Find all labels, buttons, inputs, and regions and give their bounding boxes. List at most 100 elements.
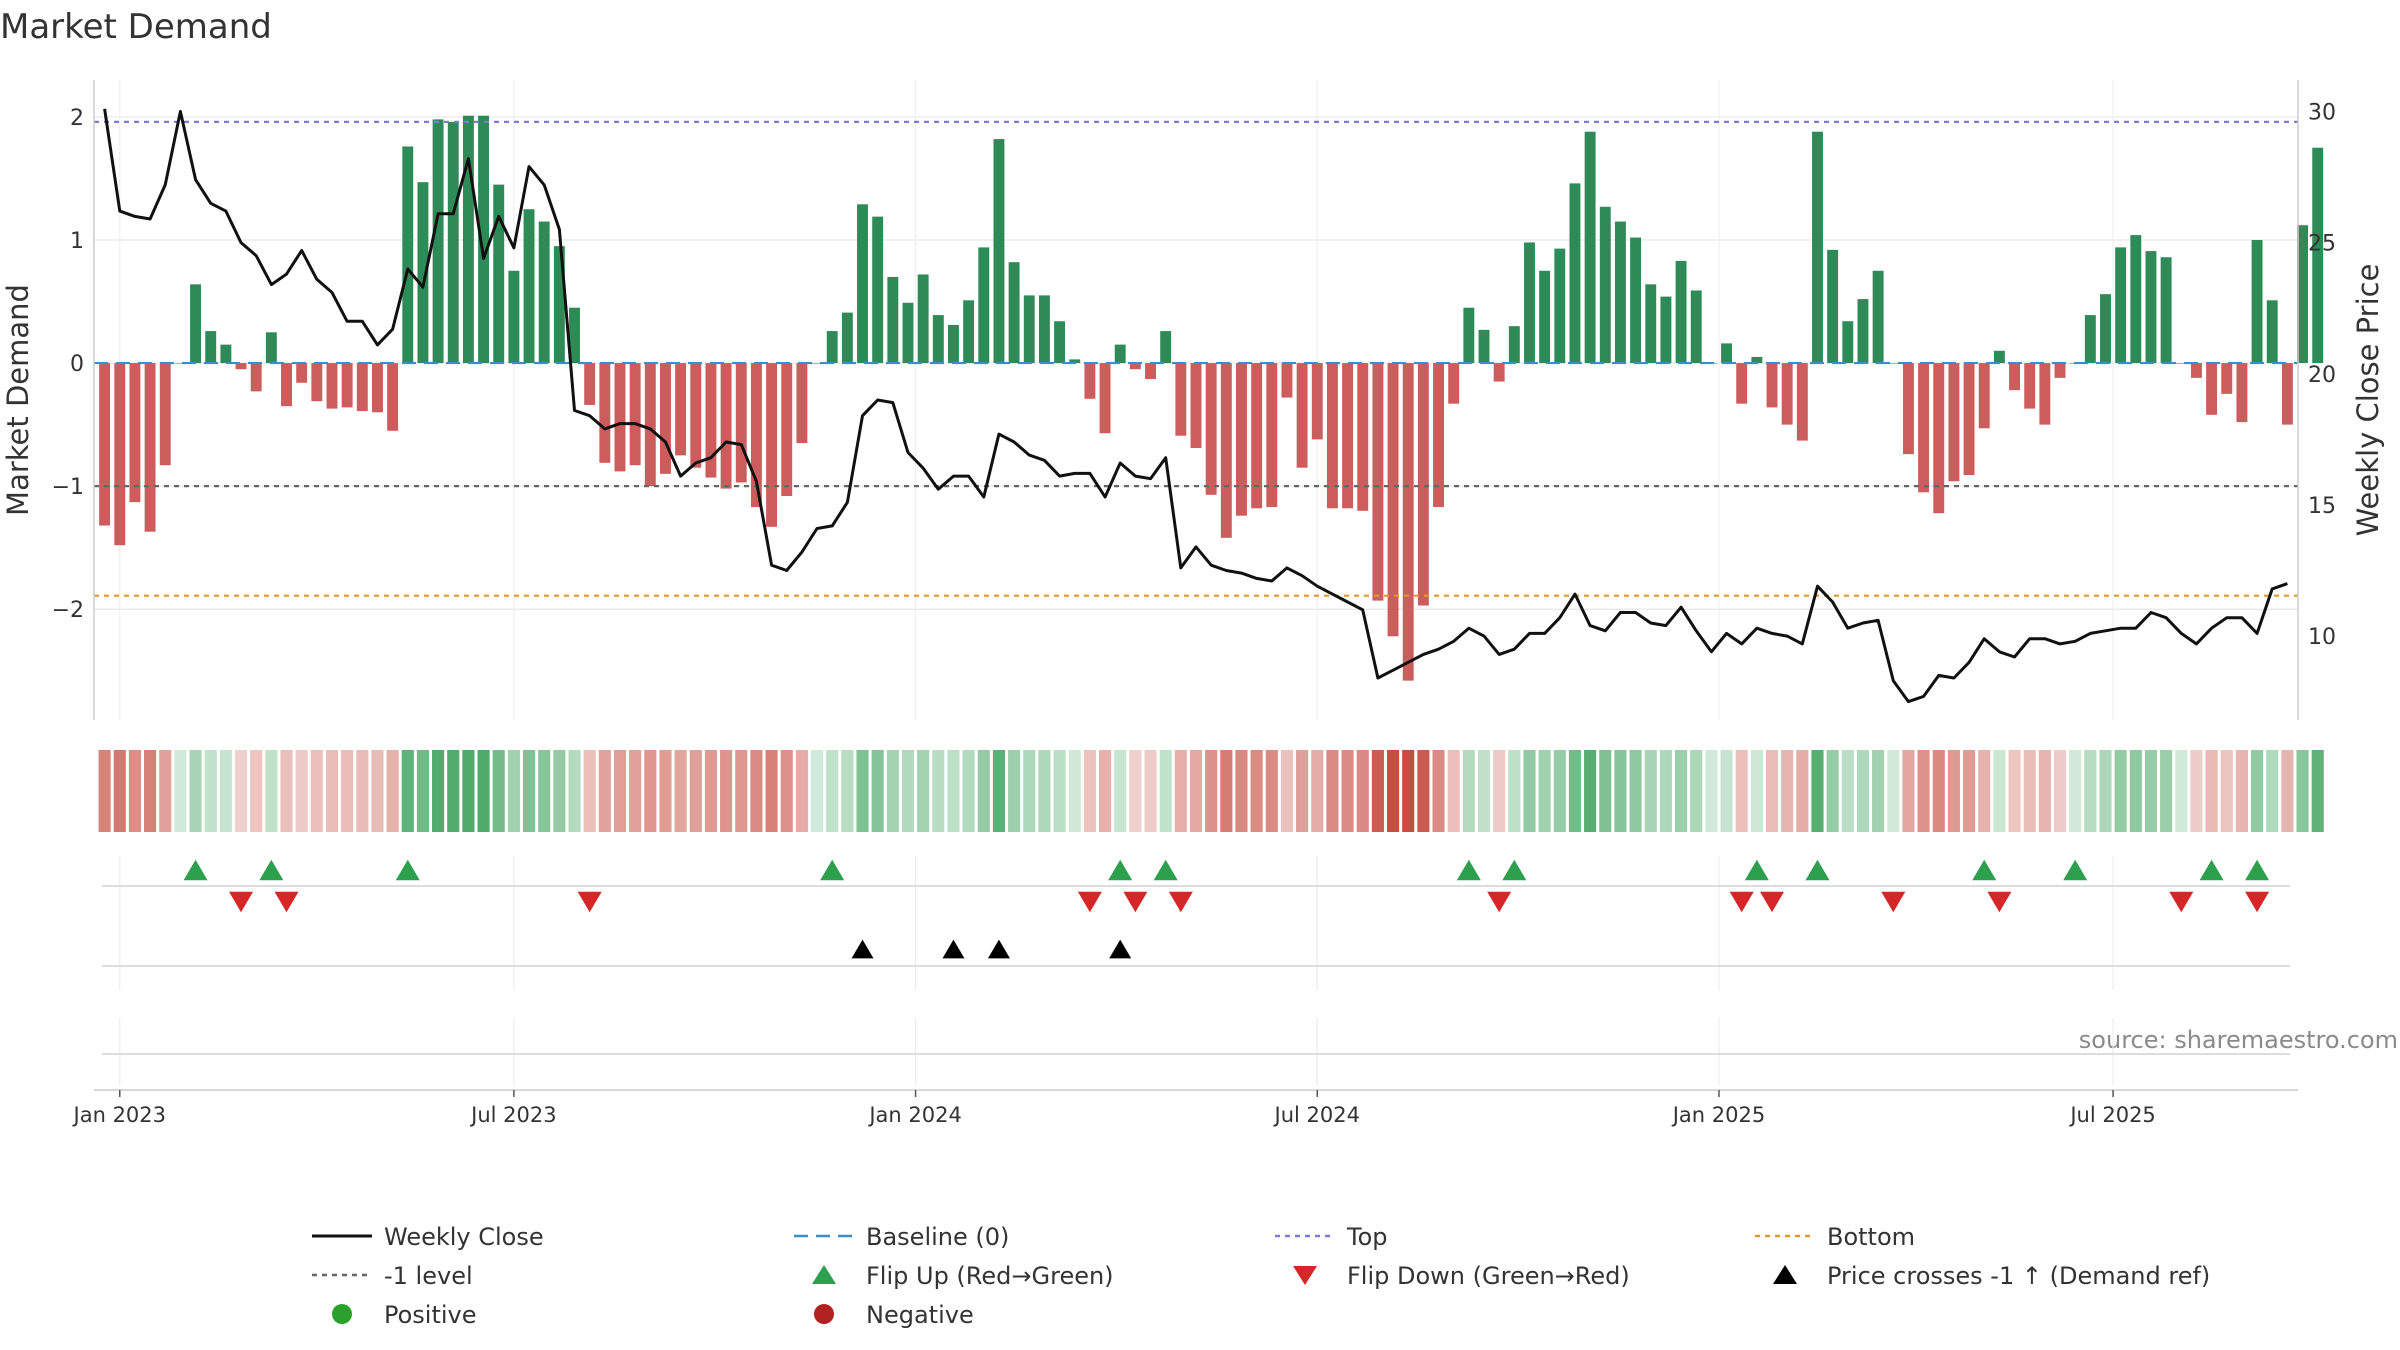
bar-positive: [2130, 235, 2142, 364]
bar-negative: [1402, 363, 1414, 681]
flip-up-marker: [1502, 859, 1527, 881]
bar-positive: [1023, 295, 1035, 364]
flip-up-marker: [1744, 859, 1769, 881]
bar-positive: [508, 270, 520, 364]
bar-positive: [1645, 284, 1657, 364]
heat-cell: [1220, 750, 1233, 832]
heat-cell: [2205, 750, 2218, 832]
bar-positive: [417, 182, 429, 364]
price-cross-marker: [987, 939, 1010, 959]
bar-negative: [1963, 363, 1975, 476]
heat-cell: [2175, 750, 2188, 832]
heat-cell: [992, 750, 1006, 832]
heat-cell: [901, 750, 915, 832]
heat-cell: [1584, 750, 1597, 832]
y-axis-left-label: Market Demand: [1, 284, 35, 516]
heat-cell: [477, 750, 490, 832]
heat-cell: [1250, 750, 1263, 832]
bar-positive: [478, 115, 490, 364]
heat-cell: [1705, 750, 1718, 832]
bar-negative: [296, 363, 308, 383]
heat-cell: [629, 750, 642, 832]
bar-negative: [1357, 363, 1369, 511]
heat-cell: [2190, 750, 2203, 832]
bar-positive: [1584, 131, 1596, 364]
bar-positive: [1478, 329, 1490, 364]
heat-cell: [1887, 750, 1900, 832]
bar-positive: [402, 146, 414, 364]
bar-negative: [1918, 363, 1930, 493]
heat-cell: [1144, 750, 1157, 832]
legend: Weekly Close Baseline (0) Top Bottom -1 leve…: [312, 1223, 2210, 1329]
bar-negative: [675, 363, 687, 456]
heat-cell: [1568, 750, 1582, 832]
bar-positive: [1887, 363, 1899, 364]
bar-positive: [2145, 251, 2157, 364]
flip-up-marker: [1153, 859, 1178, 881]
heat-cell: [1659, 750, 1672, 832]
heat-cell: [1068, 750, 1081, 832]
heat-cell: [1781, 750, 1794, 832]
heat-cell: [1447, 750, 1460, 832]
heat-cell: [2296, 750, 2309, 832]
heat-cell: [159, 750, 172, 832]
bar-negative: [1433, 363, 1444, 508]
bar-positive: [447, 121, 459, 364]
bar-negative: [387, 363, 399, 431]
heat-cell: [1872, 750, 1885, 832]
bar-negative: [796, 363, 808, 444]
bar-positive: [2100, 294, 2111, 364]
heat-cell: [1614, 750, 1627, 832]
bar-positive: [978, 247, 990, 364]
heat-cell: [1978, 750, 1991, 832]
heat-cell: [1417, 750, 1430, 832]
legend-item-weekly-close: Weekly Close: [312, 1223, 544, 1251]
legend-label: Flip Down (Green→Red): [1347, 1262, 1630, 1290]
bar-positive: [538, 221, 550, 364]
heat-cell: [1796, 750, 1809, 832]
legend-item-price-cross: Price crosses -1 ↑ (Demand ref): [1773, 1262, 2210, 1290]
heat-cell: [189, 750, 202, 832]
bar-positive: [1160, 331, 1172, 364]
heat-cell: [1462, 750, 1475, 832]
heat-cell: [1008, 750, 1021, 832]
heat-cell: [144, 750, 157, 832]
legend-item-flip-down: Flip Down (Green→Red): [1293, 1262, 1630, 1290]
heat-cell: [1326, 750, 1339, 832]
heat-cell: [1720, 750, 1733, 832]
flip-up-marker: [1456, 859, 1481, 881]
heat-cell: [1523, 750, 1536, 832]
y-left-tick-label: 0: [70, 352, 84, 377]
bar-positive: [1463, 307, 1475, 364]
heat-cell: [947, 750, 960, 832]
bar-positive: [1554, 248, 1566, 364]
flip-up-marker: [2245, 859, 2270, 881]
y-right-tick-label: 25: [2308, 232, 2336, 257]
price-cross-marker: [942, 939, 965, 959]
bar-negative: [114, 363, 126, 546]
legend-swatch: [1773, 1265, 1797, 1284]
heat-cell: [2053, 750, 2067, 832]
heat-cell: [113, 750, 126, 832]
y-left-tick-label: −2: [52, 598, 84, 623]
heat-cell: [932, 750, 945, 832]
heat-cell: [674, 750, 687, 832]
heat-cell: [795, 750, 808, 832]
bar-positive: [1114, 344, 1126, 364]
bar-negative: [356, 363, 368, 412]
heat-cell: [98, 750, 111, 832]
heat-cell: [1811, 750, 1824, 832]
heat-cell: [2144, 750, 2158, 832]
legend-label: Bottom: [1827, 1223, 1915, 1251]
heat-cell: [977, 750, 990, 832]
heat-cell: [1599, 750, 1612, 832]
y-right-tick-label: 15: [2308, 494, 2336, 519]
heat-cell: [826, 750, 839, 832]
heat-cell: [2251, 750, 2264, 832]
heat-cell: [886, 750, 899, 832]
heat-cell: [780, 750, 793, 832]
heat-cell: [522, 750, 536, 832]
bar-positive: [948, 324, 959, 364]
bar-negative: [2039, 363, 2051, 425]
gridlines: [94, 80, 2298, 1085]
